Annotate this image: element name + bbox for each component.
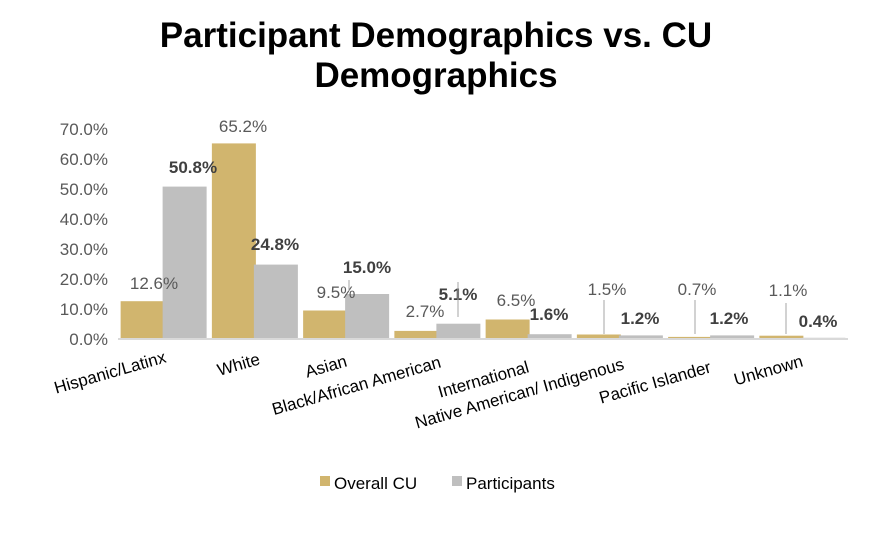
data-label-participants: 24.8% bbox=[251, 235, 299, 254]
legend-swatch-overall-cu bbox=[320, 476, 330, 486]
data-label-overall-cu: 12.6% bbox=[130, 274, 178, 293]
legend-swatch-participants bbox=[452, 476, 462, 486]
bar-overall-cu bbox=[576, 334, 621, 339]
data-label-participants: 15.0% bbox=[343, 258, 391, 277]
bar-overall-cu bbox=[759, 335, 804, 339]
bar-participants bbox=[345, 294, 390, 339]
chart-title-line-2: Demographics bbox=[314, 56, 558, 95]
data-label-overall-cu: 6.5% bbox=[497, 291, 536, 310]
data-label-participants: 0.4% bbox=[799, 312, 838, 331]
x-category-label: Hispanic/Latinx bbox=[52, 347, 169, 397]
bar-overall-cu bbox=[303, 310, 348, 339]
legend-label-participants: Participants bbox=[466, 474, 555, 493]
y-tick-label: 0.0% bbox=[69, 330, 108, 349]
data-label-overall-cu: 65.2% bbox=[219, 117, 267, 136]
chart-title-line-1: Participant Demographics vs. CU bbox=[159, 16, 713, 55]
data-label-participants: 1.6% bbox=[530, 305, 569, 324]
data-label-overall-cu: 2.7% bbox=[406, 302, 445, 321]
bar-participants bbox=[618, 335, 663, 339]
y-tick-label: 10.0% bbox=[60, 300, 108, 319]
bar-overall-cu bbox=[120, 301, 165, 339]
bar-participants bbox=[436, 323, 481, 339]
bar-overall-cu bbox=[394, 330, 439, 339]
legend-label-overall-cu: Overall CU bbox=[334, 474, 417, 493]
bar-overall-cu bbox=[211, 143, 256, 339]
y-tick-label: 40.0% bbox=[60, 210, 108, 229]
y-tick-label: 20.0% bbox=[60, 270, 108, 289]
bar-overall-cu bbox=[668, 336, 713, 339]
chart-title: Participant Demographics vs. CU Demograp… bbox=[0, 16, 872, 96]
y-tick-label: 60.0% bbox=[60, 150, 108, 169]
data-label-overall-cu: 1.1% bbox=[769, 281, 808, 300]
bar-participants bbox=[710, 335, 755, 339]
bar-participants bbox=[162, 186, 207, 339]
bar-participants bbox=[253, 264, 298, 339]
y-tick-label: 70.0% bbox=[60, 120, 108, 139]
data-label-overall-cu: 9.5% bbox=[317, 283, 356, 302]
data-label-participants: 50.8% bbox=[169, 158, 217, 177]
x-category-label: Unknown bbox=[732, 352, 805, 390]
x-category-label: White bbox=[215, 350, 262, 380]
data-label-participants: 1.2% bbox=[621, 309, 660, 328]
bar-participants bbox=[527, 334, 572, 339]
y-tick-label: 30.0% bbox=[60, 240, 108, 259]
data-label-overall-cu: 0.7% bbox=[678, 280, 717, 299]
data-label-overall-cu: 1.5% bbox=[588, 280, 627, 299]
data-label-participants: 1.2% bbox=[710, 309, 749, 328]
x-category-label: Asian bbox=[303, 352, 349, 382]
x-category-label: Black/African American bbox=[270, 353, 443, 419]
bar-overall-cu bbox=[485, 319, 530, 339]
y-tick-label: 50.0% bbox=[60, 180, 108, 199]
